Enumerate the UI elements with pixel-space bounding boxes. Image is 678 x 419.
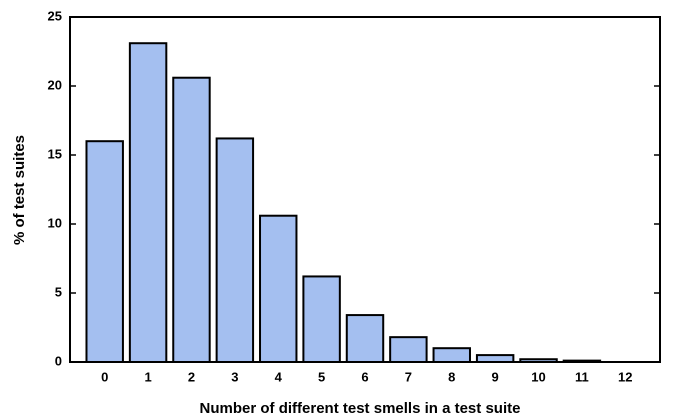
y-axis-title: % of test suites bbox=[11, 135, 28, 245]
bar bbox=[85, 140, 124, 363]
bar bbox=[215, 137, 255, 363]
x-tick-label: 9 bbox=[492, 369, 499, 384]
x-tick-label: 12 bbox=[618, 369, 632, 384]
y-tick-label: 5 bbox=[55, 284, 62, 299]
x-tick-label: 5 bbox=[318, 369, 325, 384]
bar bbox=[172, 76, 211, 363]
x-tick-label: 1 bbox=[144, 369, 151, 384]
bar bbox=[302, 275, 341, 363]
bar bbox=[432, 347, 471, 364]
x-tick-label: 7 bbox=[405, 369, 412, 384]
y-tick-label: 25 bbox=[48, 8, 62, 23]
y-tick-label: 10 bbox=[48, 215, 62, 230]
y-tick-label: 0 bbox=[55, 353, 62, 368]
y-tick-label: 20 bbox=[48, 77, 62, 92]
x-tick-label: 6 bbox=[361, 369, 368, 384]
x-tick-label: 0 bbox=[101, 369, 108, 384]
x-axis-title: Number of different test smells in a tes… bbox=[200, 400, 521, 417]
x-tick-label: 2 bbox=[188, 369, 195, 384]
bar bbox=[128, 42, 168, 363]
bar bbox=[519, 358, 558, 363]
bar bbox=[389, 336, 428, 364]
x-tick-label: 3 bbox=[231, 369, 238, 384]
x-tick-label: 11 bbox=[575, 369, 589, 384]
x-tick-label: 10 bbox=[531, 369, 545, 384]
x-tick-label: 8 bbox=[448, 369, 455, 384]
bar bbox=[259, 214, 298, 363]
bar bbox=[345, 314, 385, 363]
y-tick-label: 15 bbox=[48, 146, 62, 161]
bar bbox=[475, 354, 515, 364]
x-tick-label: 4 bbox=[275, 369, 283, 384]
bar bbox=[562, 359, 602, 363]
